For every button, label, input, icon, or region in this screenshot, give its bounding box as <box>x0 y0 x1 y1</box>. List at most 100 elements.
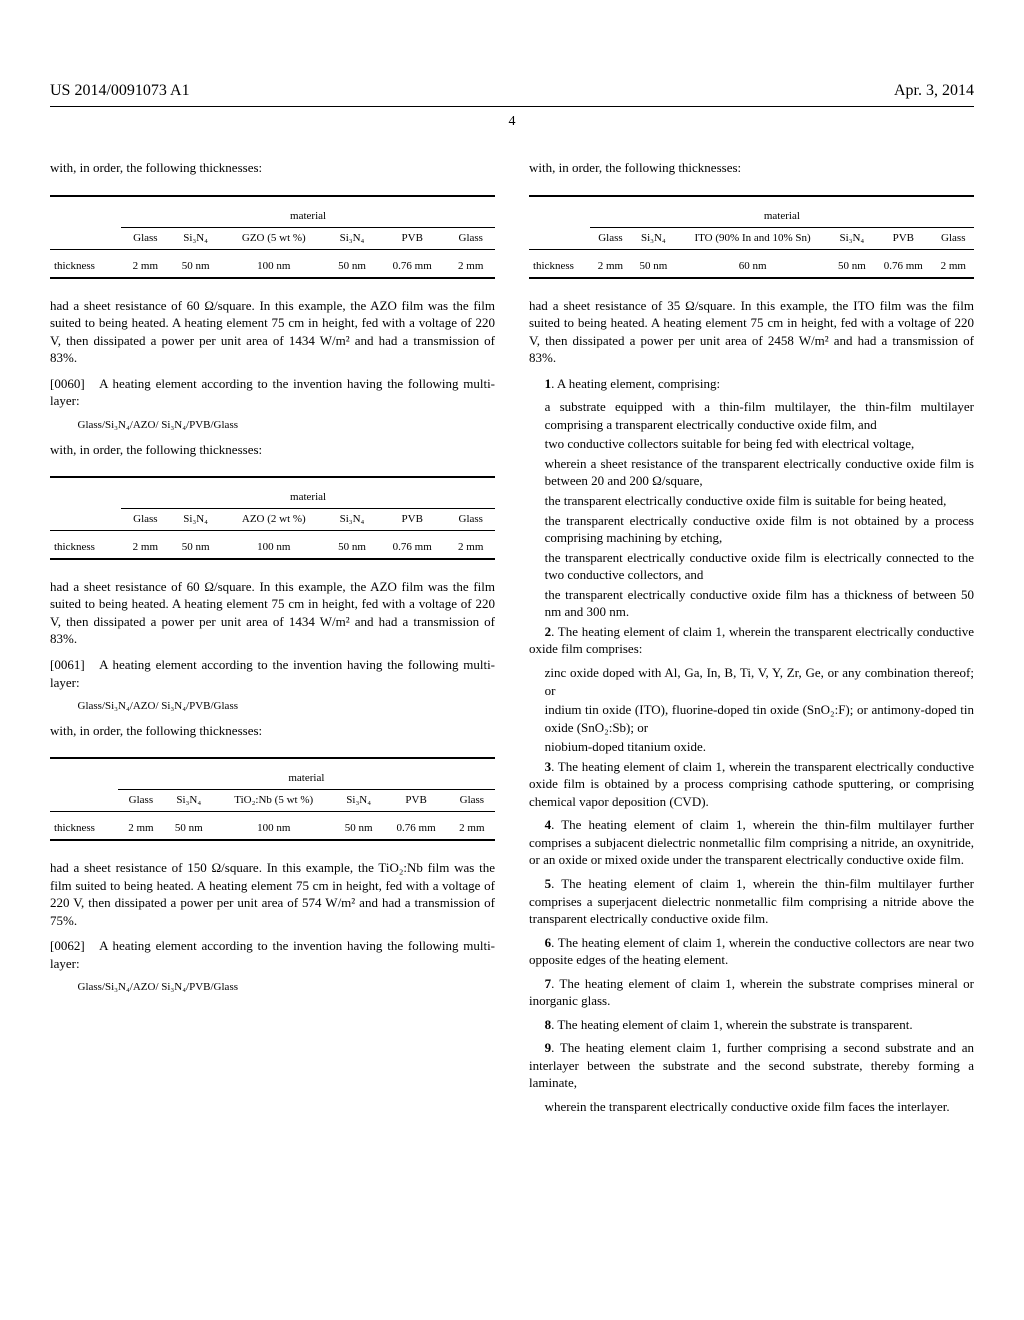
col-header: Si₃N₄ <box>326 509 378 531</box>
claim-sub: a substrate equipped with a thin-film mu… <box>545 398 974 433</box>
claim-text: . The heating element of claim 1, wherei… <box>551 1017 912 1032</box>
table-group-header: material <box>590 203 974 227</box>
claim-text: . The heating element of claim 1, wherei… <box>529 759 974 809</box>
col-header: PVB <box>378 509 446 531</box>
cell: 2 mm <box>121 256 169 278</box>
material-table: material Glass Si₃N₄ GZO (5 wt %) Si₃N₄ … <box>50 195 495 279</box>
col-header: Glass <box>446 227 495 249</box>
cell: 2 mm <box>933 256 974 278</box>
layer-formula: Glass/Si₃N₄/AZO/ Si₃N₄/PVB/Glass <box>78 980 496 995</box>
body-paragraph: had a sheet resistance of 60 Ω/square. I… <box>50 578 495 648</box>
claim-sub: wherein a sheet resistance of the transp… <box>545 455 974 490</box>
cell: 50 nm <box>326 256 378 278</box>
claim-sub: two conductive collectors suitable for b… <box>545 435 974 453</box>
claim-5: 5. The heating element of claim 1, where… <box>529 875 974 928</box>
cell: 100 nm <box>222 256 326 278</box>
col-header: Si₃N₄ <box>170 509 222 531</box>
row-label: thickness <box>529 256 590 278</box>
claim-3: 3. The heating element of claim 1, where… <box>529 758 974 811</box>
para-text: A heating element according to the inven… <box>50 376 495 409</box>
row-label: thickness <box>50 256 121 278</box>
col-header: Si₃N₄ <box>830 227 874 249</box>
continuation-text: with, in order, the following thicknesse… <box>50 722 495 740</box>
col-header: Si₃N₄ <box>170 227 222 249</box>
col-header: ITO (90% In and 10% Sn) <box>676 227 830 249</box>
row-label: thickness <box>50 537 121 559</box>
cell: 50 nm <box>170 537 222 559</box>
right-column: with, in order, the following thicknesse… <box>529 159 974 1117</box>
table-group-header: material <box>118 765 495 789</box>
cell: 0.76 mm <box>874 256 932 278</box>
cell: 2 mm <box>446 256 495 278</box>
publication-number: US 2014/0091073 A1 <box>50 80 190 102</box>
claim-text: . The heating element claim 1, further c… <box>529 1040 974 1090</box>
claim-4: 4. The heating element of claim 1, where… <box>529 816 974 869</box>
two-column-layout: with, in order, the following thicknesse… <box>50 159 974 1117</box>
cell: 0.76 mm <box>378 537 446 559</box>
claim-sub: wherein the transparent electrically con… <box>545 1098 974 1116</box>
col-header: Si₃N₄ <box>631 227 675 249</box>
para-number: [0062] <box>50 938 85 953</box>
patent-page: US 2014/0091073 A1 Apr. 3, 2014 4 with, … <box>0 0 1024 1158</box>
cell: 60 nm <box>676 256 830 278</box>
claim-8: 8. The heating element of claim 1, where… <box>529 1016 974 1034</box>
claim-sub: the transparent electrically conductive … <box>545 492 974 510</box>
cell: 2 mm <box>118 818 164 840</box>
continuation-text: with, in order, the following thicknesse… <box>50 441 495 459</box>
layer-formula: Glass/Si₃N₄/AZO/ Si₃N₄/PVB/Glass <box>78 699 496 714</box>
claim-sub: the transparent electrically conductive … <box>545 549 974 584</box>
cell: 50 nm <box>830 256 874 278</box>
col-header: PVB <box>874 227 932 249</box>
material-table: material Glass Si₃N₄ AZO (2 wt %) Si₃N₄ … <box>50 476 495 560</box>
cell: 2 mm <box>121 537 169 559</box>
col-header: Glass <box>446 509 495 531</box>
cell: 50 nm <box>164 818 214 840</box>
publication-date: Apr. 3, 2014 <box>894 80 974 102</box>
col-header: Glass <box>590 227 631 249</box>
para-text: A heating element according to the inven… <box>50 938 495 971</box>
table-4: material Glass Si₃N₄ ITO (90% In and 10%… <box>529 195 974 279</box>
claim-sub: zinc oxide doped with Al, Ga, In, B, Ti,… <box>545 664 974 699</box>
claim-sub: niobium-doped titanium oxide. <box>545 738 974 756</box>
col-header: Si₃N₄ <box>334 790 384 812</box>
table-1: material Glass Si₃N₄ GZO (5 wt %) Si₃N₄ … <box>50 195 495 279</box>
table-3: material Glass Si₃N₄ TiO₂:Nb (5 wt %) Si… <box>50 757 495 841</box>
col-header: GZO (5 wt %) <box>222 227 326 249</box>
page-header: US 2014/0091073 A1 Apr. 3, 2014 <box>50 80 974 107</box>
material-table: material Glass Si₃N₄ TiO₂:Nb (5 wt %) Si… <box>50 757 495 841</box>
para-text: A heating element according to the inven… <box>50 657 495 690</box>
layer-formula: Glass/Si₃N₄/AZO/ Si₃N₄/PVB/Glass <box>78 418 496 433</box>
cell: 50 nm <box>326 537 378 559</box>
body-paragraph: had a sheet resistance of 35 Ω/square. I… <box>529 297 974 367</box>
col-header: PVB <box>378 227 446 249</box>
left-column: with, in order, the following thicknesse… <box>50 159 495 1117</box>
cell: 100 nm <box>214 818 334 840</box>
continuation-text: with, in order, the following thicknesse… <box>529 159 974 177</box>
cell: 2 mm <box>590 256 631 278</box>
numbered-paragraph: [0061] A heating element according to th… <box>50 656 495 691</box>
numbered-paragraph: [0062] A heating element according to th… <box>50 937 495 972</box>
col-header: Glass <box>933 227 974 249</box>
col-header: TiO₂:Nb (5 wt %) <box>214 790 334 812</box>
claim-text: . A heating element, comprising: <box>551 376 720 391</box>
col-header: Si₃N₄ <box>326 227 378 249</box>
numbered-paragraph: [0060] A heating element according to th… <box>50 375 495 410</box>
col-header: Glass <box>121 509 169 531</box>
claim-sub: the transparent electrically conductive … <box>545 512 974 547</box>
cell: 0.76 mm <box>378 256 446 278</box>
claim-2: 2. The heating element of claim 1, where… <box>529 623 974 658</box>
table-group-header: material <box>121 203 495 227</box>
claim-sub: indium tin oxide (ITO), fluorine-doped t… <box>545 701 974 736</box>
body-paragraph: had a sheet resistance of 60 Ω/square. I… <box>50 297 495 367</box>
claim-text: . The heating element of claim 1, wherei… <box>529 976 974 1009</box>
cell: 0.76 mm <box>383 818 448 840</box>
table-group-header: material <box>121 484 495 508</box>
claim-text: . The heating element of claim 1, wherei… <box>529 817 974 867</box>
col-header: PVB <box>383 790 448 812</box>
para-number: [0061] <box>50 657 85 672</box>
col-header: Glass <box>121 227 169 249</box>
page-number: 4 <box>50 113 974 132</box>
body-paragraph: had a sheet resistance of 150 Ω/square. … <box>50 859 495 929</box>
cell: 50 nm <box>170 256 222 278</box>
cell: 50 nm <box>334 818 384 840</box>
